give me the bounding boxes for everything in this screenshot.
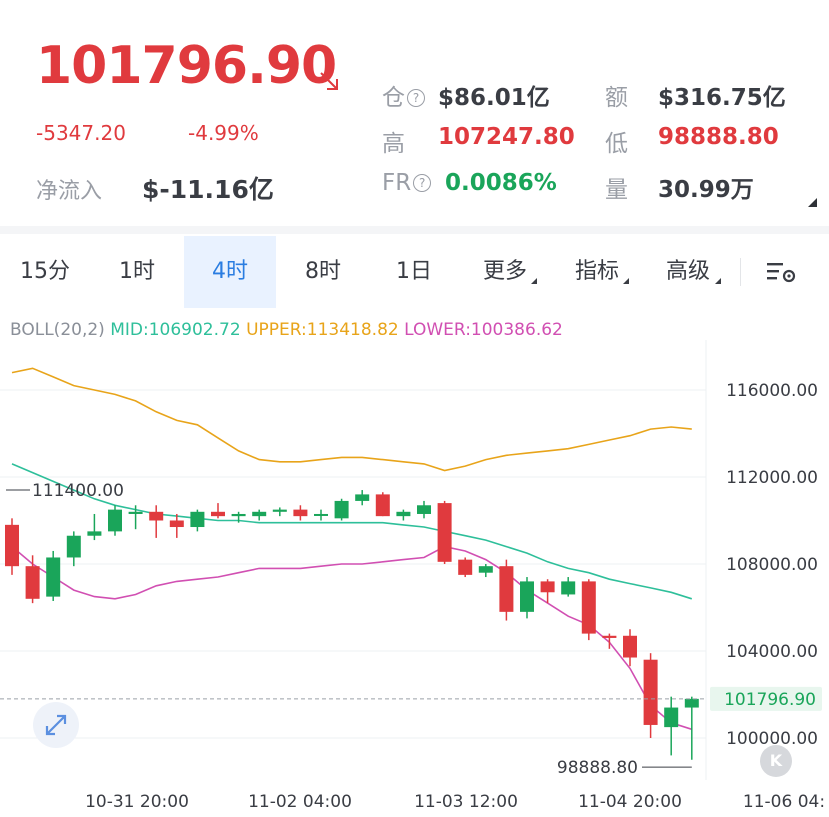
y-tick-label: 116000.00 bbox=[726, 381, 818, 401]
x-tick-label: 11-02 04:00 bbox=[248, 792, 352, 812]
current-price-tag bbox=[710, 686, 822, 711]
candle-body bbox=[87, 531, 102, 536]
candle-body bbox=[211, 511, 225, 517]
price-change-percent: -4.99% bbox=[188, 121, 259, 145]
section-divider bbox=[0, 226, 829, 234]
price-change: -5347.20 bbox=[36, 121, 126, 145]
arrow-down-right-icon bbox=[320, 72, 338, 90]
help-icon[interactable]: ? bbox=[413, 174, 432, 192]
volume-label: 量 bbox=[605, 177, 628, 203]
boll-name: BOLL(20,2) bbox=[10, 320, 105, 340]
tab-1d[interactable]: 1日 bbox=[396, 259, 432, 284]
boll-upper-line bbox=[11, 367, 692, 472]
candle-body bbox=[520, 581, 534, 612]
tab-8h[interactable]: 8时 bbox=[305, 259, 341, 284]
candle-body bbox=[293, 509, 308, 517]
candle-body bbox=[46, 557, 61, 597]
candle-body bbox=[149, 511, 164, 521]
candle-body bbox=[664, 707, 679, 728]
expand-button[interactable] bbox=[33, 702, 79, 748]
candle-body bbox=[540, 581, 555, 593]
y-tick-label: 100000.00 bbox=[726, 729, 818, 749]
y-tick-label: 104000.00 bbox=[726, 642, 818, 662]
candle-body bbox=[25, 566, 40, 599]
x-tick-label: 10-31 20:00 bbox=[85, 792, 189, 812]
candle-body bbox=[231, 513, 246, 517]
candle-body bbox=[437, 503, 452, 562]
tab-indicators[interactable]: 指标 bbox=[552, 236, 642, 308]
candle-body bbox=[478, 566, 493, 573]
candle-body bbox=[334, 500, 349, 519]
help-icon[interactable]: ? bbox=[407, 89, 425, 107]
boll-lower-line bbox=[11, 545, 693, 731]
candle-body bbox=[5, 524, 19, 567]
tab-1h[interactable]: 1时 bbox=[119, 259, 155, 284]
tab-advanced[interactable]: 高级 bbox=[644, 236, 732, 308]
k-button[interactable]: K bbox=[760, 745, 792, 777]
y-tick-label: 112000.00 bbox=[726, 468, 818, 488]
low-value: 98888.80 bbox=[658, 124, 779, 150]
candle-body bbox=[581, 581, 596, 634]
boll-upper-label: UPPER:113418.82 bbox=[246, 320, 399, 340]
candle-body bbox=[66, 535, 81, 558]
candle-body bbox=[643, 659, 658, 725]
candle-body bbox=[272, 509, 287, 512]
candle-body bbox=[190, 511, 205, 528]
dropdown-triangle-icon bbox=[623, 278, 629, 284]
boll-lower-label: LOWER:100386.62 bbox=[404, 320, 563, 340]
high-value: 107247.80 bbox=[438, 124, 575, 150]
candle-body bbox=[314, 513, 328, 516]
candle-body bbox=[499, 566, 514, 612]
chart-settings-icon[interactable] bbox=[766, 260, 798, 284]
boll-mid-line bbox=[11, 463, 693, 600]
candle-body bbox=[108, 509, 122, 532]
interval-tab-bar: 15分 1时 4时 8时 1日 更多 指标 高级 bbox=[0, 236, 829, 308]
tab-15m[interactable]: 15分 bbox=[20, 259, 70, 284]
high-marker-label: 111400.00 bbox=[32, 481, 124, 501]
candlestick-chart[interactable]: 116000.00 112000.00 108000.00 104000.00 1000… bbox=[0, 340, 829, 817]
candle-body bbox=[355, 494, 370, 501]
boll-mid-label: MID:106902.72 bbox=[110, 320, 241, 340]
turnover-label: 额 bbox=[605, 85, 628, 111]
y-tick-label: 108000.00 bbox=[726, 555, 818, 575]
candle-body bbox=[128, 511, 143, 514]
candle-body bbox=[375, 494, 390, 517]
expand-icon bbox=[45, 714, 67, 736]
funding-rate-label: FR bbox=[382, 170, 412, 196]
net-inflow-value: $-11.16亿 bbox=[142, 175, 274, 204]
low-label: 低 bbox=[605, 131, 628, 157]
boll-legend: BOLL(20,2) MID:106902.72 UPPER:113418.82… bbox=[10, 320, 563, 340]
open-interest-label: 仓 bbox=[382, 85, 405, 111]
x-tick-label: 11-04 20:00 bbox=[578, 792, 682, 812]
candle-body bbox=[169, 520, 184, 528]
net-inflow-label: 净流入 bbox=[36, 179, 103, 204]
candle-body bbox=[417, 505, 431, 514]
tab-4h[interactable]: 4时 bbox=[184, 236, 276, 308]
candle-body bbox=[252, 511, 267, 517]
candle-body bbox=[623, 635, 637, 658]
open-interest-value: $86.01亿 bbox=[438, 85, 550, 111]
x-tick-label: 11-06 04: bbox=[743, 792, 825, 812]
high-label: 高 bbox=[382, 131, 405, 157]
low-marker-label: 98888.80 bbox=[557, 758, 638, 778]
candle-body bbox=[396, 511, 411, 517]
dropdown-triangle-icon bbox=[715, 278, 721, 284]
volume-value: 30.99万 bbox=[658, 177, 754, 203]
candle-body bbox=[684, 698, 699, 708]
tab-separator bbox=[740, 258, 741, 286]
tab-more[interactable]: 更多 bbox=[460, 236, 550, 308]
last-price: 101796.90 bbox=[36, 36, 337, 96]
x-tick-label: 11-03 12:00 bbox=[414, 792, 518, 812]
expand-stats-corner-icon[interactable] bbox=[808, 198, 817, 207]
funding-rate-stat: FR? bbox=[382, 170, 432, 196]
open-interest-stat: 仓? bbox=[382, 78, 425, 112]
candle-body bbox=[561, 581, 576, 595]
candle-body bbox=[602, 635, 617, 638]
current-price-label: 101796.90 bbox=[724, 690, 816, 710]
turnover-value: $316.75亿 bbox=[658, 85, 786, 111]
funding-rate-value: 0.0086% bbox=[445, 170, 557, 196]
candle-body bbox=[458, 559, 473, 575]
dropdown-triangle-icon bbox=[531, 278, 537, 284]
